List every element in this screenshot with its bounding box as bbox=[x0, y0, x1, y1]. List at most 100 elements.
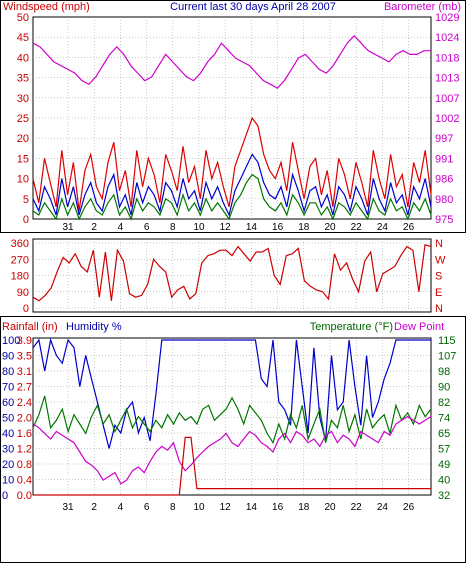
direction-degree-label: 360 bbox=[11, 238, 29, 250]
x-tick-label: 20 bbox=[324, 222, 336, 233]
y-tick-label-right: 997 bbox=[435, 133, 453, 145]
bottom-series bbox=[32, 337, 432, 496]
x-tick-label: 31 bbox=[62, 222, 74, 233]
y-tick-label-left: 5 bbox=[23, 194, 29, 206]
x-tick-label: 16 bbox=[272, 222, 284, 233]
compass-label: S bbox=[435, 271, 442, 283]
y-tick-label-left: 45 bbox=[17, 32, 29, 44]
humidity-axis-label: Humidity % bbox=[66, 321, 122, 333]
x-tick-label: 10 bbox=[193, 502, 205, 513]
temperature-tick-label: 65 bbox=[438, 428, 450, 440]
x-tick-label: 14 bbox=[246, 222, 258, 233]
temperature-tick-label: 49 bbox=[438, 459, 450, 471]
y-tick-label-left: 20 bbox=[17, 133, 29, 145]
windspeed-axis-label: Windspeed (mph) bbox=[3, 1, 90, 13]
rainfall-tick-label: 2.7 bbox=[17, 382, 32, 394]
wind_gust-series-line bbox=[32, 116, 432, 211]
rainfall-tick-label: 2.4 bbox=[17, 397, 32, 409]
temperature-tick-label: 98 bbox=[438, 366, 450, 378]
x-tick-label: 24 bbox=[377, 502, 389, 513]
temperature-series-line bbox=[32, 395, 432, 445]
temperature-tick-label: 40 bbox=[438, 475, 450, 487]
bottom-axis-ticks: 0.00 320.410 400.820 491.230 571.640 652.050 7… bbox=[2, 335, 456, 513]
dewpoint-axis-label: Dew Point bbox=[394, 321, 444, 333]
temperature-tick-label: 115 bbox=[438, 335, 456, 347]
barometer-axis-label: Barometer (mb) bbox=[384, 1, 461, 13]
chart-title: Current last 30 days April 28 2007 bbox=[170, 1, 336, 13]
humidity-tick-label: 60 bbox=[2, 397, 14, 409]
y-tick-label-left: 40 bbox=[17, 52, 29, 64]
top-axis-ticks: 0 5 10 15 20 25 30 35 40 45 50 975 980 986 991 997 1002 1… bbox=[17, 12, 460, 233]
y-tick-label-left: 10 bbox=[17, 174, 29, 186]
y-tick-label-left: 50 bbox=[17, 12, 29, 24]
rainfall-tick-label: 1.6 bbox=[17, 428, 32, 440]
x-tick-label: 6 bbox=[144, 502, 150, 513]
x-tick-label: 20 bbox=[324, 502, 336, 513]
rainfall-tick-label: 0.0 bbox=[17, 490, 32, 502]
x-tick-label: 26 bbox=[403, 222, 415, 233]
y-tick-label-right: 980 bbox=[435, 194, 453, 206]
wind_other-series-line bbox=[32, 173, 432, 221]
x-tick-label: 22 bbox=[351, 502, 363, 513]
humidity-tick-label: 50 bbox=[2, 413, 14, 425]
humidity-tick-label: 100 bbox=[2, 335, 20, 347]
wind_avg-series-line bbox=[32, 153, 432, 217]
y-tick-label-right: 1024 bbox=[435, 32, 459, 44]
humidity-tick-label: 80 bbox=[2, 366, 14, 378]
x-tick-label: 31 bbox=[62, 502, 74, 513]
x-tick-label: 8 bbox=[170, 502, 176, 513]
humidity-tick-label: 20 bbox=[2, 459, 14, 471]
rainfall-tick-label: 2.0 bbox=[17, 413, 32, 425]
rainfall-tick-label: 3.5 bbox=[17, 351, 32, 363]
compass-label: N bbox=[435, 303, 443, 315]
rainfall-tick-label: 3.9 bbox=[17, 335, 32, 347]
temperature-tick-label: 57 bbox=[438, 444, 450, 456]
rainfall-tick-label: 0.8 bbox=[17, 459, 32, 471]
humidity-tick-label: 70 bbox=[2, 382, 14, 394]
compass-label: E bbox=[435, 287, 442, 299]
rainfall-tick-label: 1.2 bbox=[17, 444, 32, 456]
x-tick-label: 12 bbox=[220, 502, 232, 513]
direction-degree-label: 180 bbox=[11, 271, 29, 283]
y-tick-label-right: 1007 bbox=[435, 93, 459, 105]
y-tick-label-right: 991 bbox=[435, 153, 453, 165]
y-tick-label-left: 0 bbox=[23, 214, 29, 226]
x-tick-label: 2 bbox=[91, 222, 97, 233]
temperature-axis-label: Temperature (°F) bbox=[310, 321, 393, 333]
y-tick-label-right: 1029 bbox=[435, 12, 459, 24]
top-series bbox=[32, 34, 432, 221]
compass-label: W bbox=[435, 254, 446, 266]
y-tick-label-right: 1002 bbox=[435, 113, 459, 125]
direction-grid bbox=[33, 239, 431, 312]
rainfall-tick-label: 3.1 bbox=[17, 366, 32, 378]
x-tick-label: 6 bbox=[144, 222, 150, 233]
bottom-panel-frame bbox=[0, 316, 466, 563]
y-tick-label-left: 35 bbox=[17, 73, 29, 85]
x-tick-label: 22 bbox=[351, 222, 363, 233]
x-tick-label: 10 bbox=[193, 222, 205, 233]
direction-degree-label: 90 bbox=[17, 287, 29, 299]
humidity-tick-label: 0 bbox=[2, 490, 8, 502]
x-tick-label: 16 bbox=[272, 502, 284, 513]
barometer-series-line bbox=[32, 34, 431, 89]
y-tick-label-left: 15 bbox=[17, 153, 29, 165]
y-tick-label-right: 975 bbox=[435, 214, 453, 226]
humidity-tick-label: 10 bbox=[2, 475, 14, 487]
bottom-plot-area bbox=[32, 337, 432, 496]
temperature-tick-label: 90 bbox=[438, 382, 450, 394]
bottom-grid bbox=[33, 340, 431, 495]
y-tick-label-left: 25 bbox=[17, 113, 29, 125]
rainfall-tick-label: 0.4 bbox=[17, 475, 32, 487]
x-tick-label: 12 bbox=[220, 222, 232, 233]
y-tick-label-right: 1013 bbox=[435, 73, 459, 85]
compass-label: N bbox=[435, 238, 443, 250]
y-tick-label-left: 30 bbox=[17, 93, 29, 105]
dewpoint-series-line bbox=[32, 415, 432, 485]
x-tick-label: 26 bbox=[403, 502, 415, 513]
y-tick-label-right: 986 bbox=[435, 174, 453, 186]
direction-degree-label: 270 bbox=[11, 254, 29, 266]
y-tick-label-right: 1018 bbox=[435, 52, 459, 64]
